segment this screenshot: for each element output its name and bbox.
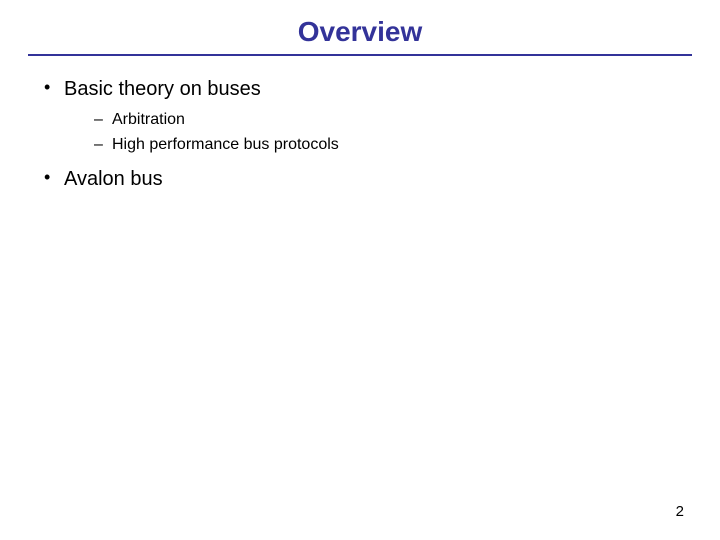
slide-container: Overview Basic theory on buses Arbitrati… — [0, 0, 720, 540]
bullet-text: Avalon bus — [64, 168, 163, 190]
bullet-text: High performance bus protocols — [112, 136, 339, 153]
bullet-level-2: High performance bus protocols — [40, 135, 680, 156]
slide-title: Overview — [298, 16, 423, 48]
bullet-text: Basic theory on buses — [64, 78, 261, 100]
content-area: Basic theory on buses Arbitration High p… — [0, 56, 720, 192]
bullet-text: Arbitration — [112, 111, 185, 128]
title-container: Overview — [0, 0, 720, 48]
bullet-level-1: Basic theory on buses — [40, 76, 680, 102]
bullet-level-1: Avalon bus — [40, 166, 680, 192]
page-number: 2 — [676, 503, 684, 520]
sub-bullet-group: Arbitration High performance bus protoco… — [40, 110, 680, 156]
bullet-level-2: Arbitration — [40, 110, 680, 131]
